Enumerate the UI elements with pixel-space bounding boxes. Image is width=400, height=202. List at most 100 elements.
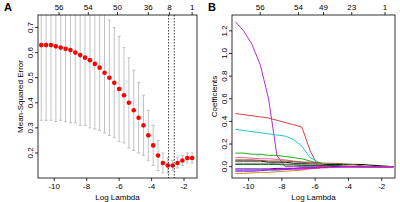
- error-bar: [181, 155, 184, 165]
- y-tick: [229, 166, 232, 167]
- y-tick-label: 0.7: [26, 21, 35, 33]
- error-bar: [113, 28, 116, 138]
- point: [58, 45, 63, 50]
- top-tick-label: 49: [319, 3, 328, 12]
- error-bar: [59, 15, 62, 120]
- y-tick: [35, 127, 38, 128]
- error-bar: [142, 95, 145, 155]
- top-tick-label: 23: [347, 3, 356, 12]
- x-tick-label: -8: [83, 182, 91, 191]
- y-axis-label: Mean-Squared Error: [16, 60, 25, 133]
- top-tick: [88, 12, 89, 15]
- error-bar-cap: [171, 170, 174, 171]
- error-bar: [176, 158, 179, 168]
- reference-line: [174, 15, 175, 178]
- error-bar-cap: [181, 155, 184, 156]
- x-tick: [86, 178, 87, 181]
- point: [73, 50, 78, 55]
- error-bar: [45, 15, 48, 120]
- x-tick-label: -10: [48, 182, 60, 191]
- y-tick: [229, 121, 232, 122]
- top-tick: [117, 12, 118, 15]
- error-bar: [88, 15, 91, 128]
- error-bar-line: [60, 15, 61, 120]
- top-tick-label: 50: [113, 3, 122, 12]
- top-tick: [260, 12, 261, 15]
- error-bar-cap: [74, 122, 77, 123]
- error-bar: [122, 48, 125, 143]
- error-bar-cap: [69, 122, 72, 123]
- coefficient-path: [235, 167, 393, 174]
- figure: A-10-8-6-4-20.20.30.40.50.60.75654503681…: [0, 0, 400, 202]
- point: [63, 47, 68, 52]
- y-tick: [229, 30, 232, 31]
- error-bar: [191, 153, 194, 163]
- error-bar-line: [55, 15, 56, 122]
- error-bar-cap: [166, 172, 169, 173]
- panel-label: A: [4, 1, 12, 13]
- point: [44, 43, 49, 48]
- top-tick-label: 54: [294, 3, 303, 12]
- point: [122, 93, 127, 98]
- plot-area: [235, 22, 393, 174]
- y-tick: [35, 77, 38, 78]
- point: [165, 163, 170, 168]
- error-bar: [186, 153, 189, 163]
- error-bar-cap: [161, 172, 164, 173]
- panel: A-10-8-6-4-20.20.30.40.50.60.75654503681…: [4, 0, 197, 202]
- error-bar-cap: [64, 121, 67, 122]
- error-bar: [127, 58, 130, 148]
- x-tick: [119, 178, 120, 181]
- y-tick: [229, 53, 232, 54]
- x-tick-label: -6: [312, 182, 320, 191]
- error-bar-line: [80, 15, 81, 125]
- error-bar-cap: [122, 142, 125, 143]
- x-tick-label: -8: [278, 182, 286, 191]
- coefficient-path: [235, 160, 393, 167]
- coefficient-path: [235, 153, 393, 167]
- error-bar-cap: [132, 150, 135, 151]
- top-tick: [59, 12, 60, 15]
- error-bar-line: [75, 15, 76, 123]
- error-bar: [79, 15, 82, 125]
- point: [180, 158, 185, 163]
- error-bar-cap: [122, 47, 125, 48]
- x-axis-label: Log Lambda: [95, 193, 140, 202]
- point: [97, 65, 102, 70]
- point: [92, 62, 97, 67]
- error-bar-cap: [176, 157, 179, 158]
- x-tick-label: -6: [116, 182, 124, 191]
- error-bar-cap: [84, 125, 87, 126]
- y-tick-label: 0.6: [26, 47, 35, 59]
- top-tick-label: 1: [190, 3, 195, 12]
- error-bar-cap: [157, 170, 160, 171]
- plot-frame: [38, 15, 197, 178]
- panel-label: B: [208, 1, 216, 13]
- top-tick-label: 56: [256, 3, 265, 12]
- error-bar-line: [94, 15, 95, 129]
- error-bar-cap: [171, 160, 174, 161]
- point: [127, 100, 132, 105]
- y-tick: [35, 27, 38, 28]
- point: [175, 161, 180, 166]
- point: [185, 156, 190, 161]
- error-bar: [152, 125, 155, 165]
- x-tick-label: -2: [378, 182, 386, 191]
- plot-frame: [232, 15, 395, 178]
- error-bar-cap: [181, 165, 184, 166]
- y-tick-label: 0.2: [220, 138, 229, 150]
- error-bar: [118, 36, 121, 141]
- point: [107, 75, 112, 80]
- error-bar-cap: [161, 152, 164, 153]
- panel: B-10-8-6-4-20.00.20.40.60.81.01.25654492…: [208, 1, 395, 202]
- point: [102, 70, 107, 75]
- error-bar-cap: [147, 160, 150, 161]
- error-bar: [74, 15, 77, 123]
- y-tick-label: 0.4: [220, 115, 229, 127]
- error-bar-cap: [93, 129, 96, 130]
- error-bar-cap: [142, 95, 145, 96]
- error-bar-cap: [152, 125, 155, 126]
- coefficient-path: [235, 22, 393, 167]
- y-tick-label: 0.5: [26, 72, 35, 84]
- error-bar-line: [99, 15, 100, 130]
